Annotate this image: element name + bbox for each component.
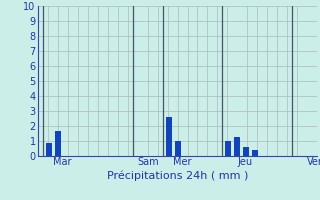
Bar [175, 141, 180, 156]
Bar [166, 117, 172, 156]
Bar [225, 141, 231, 156]
Bar [46, 142, 52, 156]
Bar [243, 147, 249, 156]
Bar [55, 130, 61, 156]
Bar [252, 150, 258, 156]
X-axis label: Précipitations 24h ( mm ): Précipitations 24h ( mm ) [107, 170, 248, 181]
Bar [234, 137, 240, 156]
